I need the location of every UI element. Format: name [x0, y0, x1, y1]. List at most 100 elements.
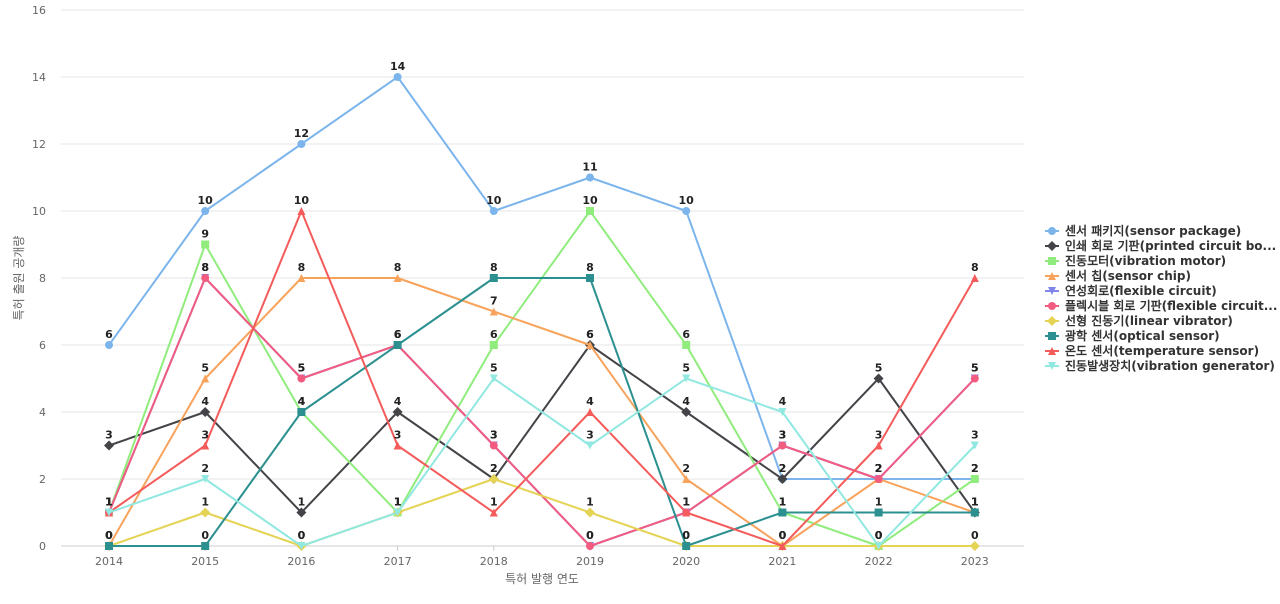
- data-label: 3: [586, 429, 594, 442]
- legend-marker: [1048, 302, 1056, 310]
- data-point: [586, 274, 594, 282]
- data-label: 3: [490, 429, 498, 442]
- legend-item: 센서 패키지(sensor package): [1045, 223, 1241, 238]
- y-tick-label: 6: [39, 339, 46, 352]
- data-label: 0: [586, 529, 594, 542]
- data-label: 6: [394, 328, 402, 341]
- legend-marker: [1047, 316, 1057, 326]
- legend-label: 광학 센서(optical sensor): [1065, 328, 1220, 343]
- legend-marker: [1047, 241, 1057, 251]
- data-label: 1: [779, 496, 787, 509]
- data-point: [874, 475, 883, 483]
- data-point: [970, 475, 979, 483]
- data-point: [874, 542, 883, 550]
- data-point: [393, 508, 402, 517]
- data-point: [297, 207, 306, 215]
- data-label: 0: [971, 529, 979, 542]
- data-label: 8: [201, 261, 209, 274]
- data-label: 0: [298, 529, 306, 542]
- y-tick-label: 2: [39, 473, 46, 486]
- data-point: [201, 274, 210, 282]
- data-point: [489, 441, 498, 450]
- legend-marker: [1048, 362, 1056, 370]
- data-point: [489, 341, 498, 349]
- data-label: 1: [394, 496, 402, 509]
- data-label: 1: [105, 496, 113, 509]
- data-label: 8: [971, 261, 979, 274]
- data-label: 0: [875, 529, 883, 542]
- data-label: 3: [875, 429, 883, 442]
- x-axis-title: 특허 발행 연도: [505, 571, 579, 586]
- series-line: [108, 210, 976, 547]
- data-point: [201, 374, 210, 383]
- legend-item: 인쇄 회로 기판(printed circuit bo...: [1045, 238, 1276, 253]
- legend-item: 온도 센서(temperature sensor): [1045, 343, 1259, 358]
- legend-item: 진동발생장치(vibration generator): [1045, 358, 1275, 373]
- data-label: 4: [298, 395, 306, 408]
- y-axis-title: 특허 출원 공개량: [12, 236, 26, 321]
- data-point: [201, 240, 210, 249]
- data-label: 2: [779, 462, 787, 475]
- data-label: 6: [586, 328, 594, 341]
- data-point: [778, 441, 787, 450]
- data-label: 1: [490, 496, 498, 509]
- data-point: [682, 374, 691, 383]
- data-label: 8: [201, 261, 209, 274]
- data-point: [777, 474, 788, 484]
- data-label: 6: [586, 328, 594, 341]
- data-label: 3: [105, 429, 113, 442]
- data-label: 4: [201, 395, 209, 408]
- data-label: 10: [294, 194, 310, 207]
- data-point: [874, 441, 883, 450]
- data-label: 8: [298, 261, 306, 274]
- data-label: 8: [394, 261, 402, 274]
- data-label: 6: [490, 328, 498, 341]
- data-point: [586, 341, 594, 349]
- data-point: [489, 274, 498, 282]
- data-label: 4: [586, 395, 594, 408]
- data-label: 0: [779, 529, 787, 542]
- data-label: 11: [582, 161, 597, 174]
- y-tick-label: 0: [39, 540, 46, 553]
- legend-item: 광학 센서(optical sensor): [1045, 328, 1220, 343]
- series-9: [105, 374, 979, 550]
- data-point: [105, 341, 113, 349]
- data-point: [393, 274, 402, 282]
- data-point: [393, 341, 402, 349]
- data-point: [105, 542, 113, 550]
- legend: 센서 패키지(sensor package)인쇄 회로 기판(printed c…: [1045, 223, 1277, 373]
- series-1: [104, 340, 980, 518]
- data-label: 0: [586, 529, 594, 542]
- data-point: [586, 207, 594, 215]
- data-label: 7: [490, 295, 498, 308]
- data-label: 0: [875, 529, 883, 542]
- data-point: [682, 508, 691, 517]
- data-label: 8: [586, 261, 594, 274]
- data-point: [297, 374, 306, 383]
- data-label: 1: [201, 496, 209, 509]
- data-label: 6: [394, 328, 402, 341]
- legend-marker: [1048, 287, 1056, 295]
- data-label: 1: [298, 496, 306, 509]
- legend-item: 선형 진동기(linear vibrator): [1045, 313, 1233, 328]
- data-label: 1: [586, 496, 594, 509]
- x-tick-label: 2019: [576, 555, 604, 568]
- data-label: 2: [875, 462, 883, 475]
- series-line: [109, 277, 975, 547]
- legend-marker: [1048, 347, 1056, 355]
- data-label: 2: [682, 462, 690, 475]
- data-point: [200, 507, 211, 518]
- data-label: 1: [105, 496, 113, 509]
- data-label: 5: [298, 362, 306, 375]
- data-point: [682, 475, 691, 483]
- data-label: 1: [394, 496, 402, 509]
- data-point: [682, 341, 691, 349]
- data-label: 2: [875, 462, 883, 475]
- data-point: [586, 173, 594, 182]
- data-point: [489, 508, 498, 517]
- data-label: 6: [105, 328, 113, 341]
- data-point: [586, 441, 594, 450]
- legend-label: 인쇄 회로 기판(printed circuit bo...: [1065, 238, 1276, 253]
